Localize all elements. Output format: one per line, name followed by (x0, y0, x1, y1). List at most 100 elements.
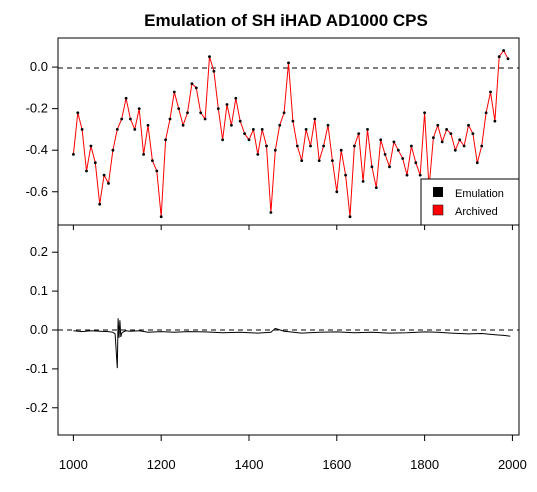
emulation-point (247, 138, 251, 142)
emulation-point (107, 182, 110, 185)
top-y-tick-label: -0.2 (26, 101, 48, 116)
emulation-point (480, 144, 484, 148)
emulation-point (506, 57, 510, 61)
emulation-point (111, 148, 115, 152)
emulation-point (410, 144, 413, 148)
emulation-point (361, 180, 365, 183)
legend-label-archived: Archived (455, 206, 498, 218)
legend-label-emulation: Emulation (455, 188, 504, 200)
emulation-point (317, 159, 321, 163)
emulation-point (72, 153, 75, 156)
emulation-point (304, 127, 308, 131)
emulation-point (331, 159, 334, 163)
emulation-point (208, 55, 211, 59)
bottom-y-axis: 0.2 0.1 0.0 -0.1 -0.2 (26, 244, 58, 415)
emulation-point (80, 127, 84, 131)
emulation-point (287, 61, 290, 65)
emulation-point (181, 123, 185, 127)
emulation-point (445, 127, 448, 131)
bottom-x-tick-label: 1000 (59, 457, 88, 472)
emulation-point (388, 165, 391, 169)
emulation-point (475, 161, 479, 165)
emulation-point (137, 107, 141, 110)
emulation-point (484, 111, 488, 115)
emulation-point (190, 82, 194, 86)
emulation-point (344, 173, 347, 177)
emulation-point (282, 111, 286, 115)
emulation-point (89, 144, 93, 148)
emulation-point (396, 148, 400, 152)
emulation-point (98, 202, 102, 206)
bottom-x-tick-label: 1200 (147, 457, 176, 472)
emulation-point (493, 119, 497, 123)
bottom-x-axis: 1000 1200 1400 1600 1800 2000 (59, 225, 527, 472)
bottom-y-tick-label: -0.1 (26, 361, 48, 376)
emulation-point (405, 173, 409, 177)
emulation-point (129, 117, 132, 121)
emulation-point (383, 153, 387, 156)
bottom-x-tick-label: 1600 (322, 457, 351, 472)
emulation-point (230, 123, 233, 127)
emulation-point (309, 144, 312, 148)
emulation-point (212, 69, 216, 73)
bottom-y-tick-label: 0.1 (30, 283, 48, 298)
emulation-point (295, 144, 299, 148)
emulation-point (124, 96, 128, 100)
emulation-point (186, 111, 189, 115)
emulation-point (102, 173, 106, 177)
emulation-point (353, 144, 356, 148)
emulation-point (164, 138, 168, 142)
emulation-point (462, 144, 466, 148)
emulation-point (199, 111, 203, 115)
emulation-point (265, 144, 268, 148)
emulation-point (269, 211, 273, 214)
bottom-x-tick-label: 2000 (498, 457, 527, 472)
emulation-point (273, 148, 277, 152)
emulation-point (326, 123, 330, 127)
bottom-panel: 0.2 0.1 0.0 -0.1 -0.2 1000 1200 1400 1600 1800 20… (26, 224, 527, 472)
emulation-point (238, 119, 242, 123)
legend: Emulation Archived (420, 178, 520, 226)
emulation-point (423, 111, 426, 115)
top-y-tick-label: -0.4 (26, 142, 48, 157)
emulation-point (418, 173, 422, 177)
bottom-x-tick-label: 1400 (235, 457, 264, 472)
legend-swatch-archived (432, 204, 444, 216)
emulation-point (252, 127, 255, 131)
emulation-point (335, 190, 339, 194)
emulation-point (436, 123, 440, 127)
emulation-point (159, 215, 163, 219)
emulation-point (453, 148, 457, 152)
emulation-point (168, 117, 172, 121)
bottom-y-tick-label: 0.2 (30, 244, 48, 259)
archived-line (72, 49, 509, 217)
emulation-point (374, 186, 378, 190)
emulation-point (146, 123, 150, 127)
emulation-point (256, 153, 260, 156)
emulation-point (432, 136, 435, 140)
emulation-point (449, 132, 453, 136)
bottom-y-tick-label: 0.0 (30, 322, 48, 337)
emulation-point (458, 138, 462, 142)
chart-title: Emulation of SH iHAD AD1000 CPS (144, 11, 428, 30)
emulation-point (313, 117, 317, 121)
emulation-point (221, 138, 225, 142)
emulation-point (467, 123, 470, 127)
emulation-point (348, 215, 352, 219)
emulation-point (489, 90, 492, 94)
emulation-point (366, 127, 369, 131)
emulation-point (203, 117, 207, 121)
emulation-point (370, 165, 374, 169)
emulation-point (379, 138, 383, 142)
emulation-point (414, 161, 418, 165)
emulation-point (401, 157, 405, 160)
bottom-x-tick-label: 1800 (410, 457, 439, 472)
emulation-series (72, 49, 510, 219)
emulation-point (177, 107, 181, 110)
emulation-point (216, 107, 220, 110)
difference-series (73, 318, 511, 369)
emulation-point (133, 127, 137, 131)
emulation-point (357, 132, 361, 136)
emulation-point (243, 132, 247, 136)
